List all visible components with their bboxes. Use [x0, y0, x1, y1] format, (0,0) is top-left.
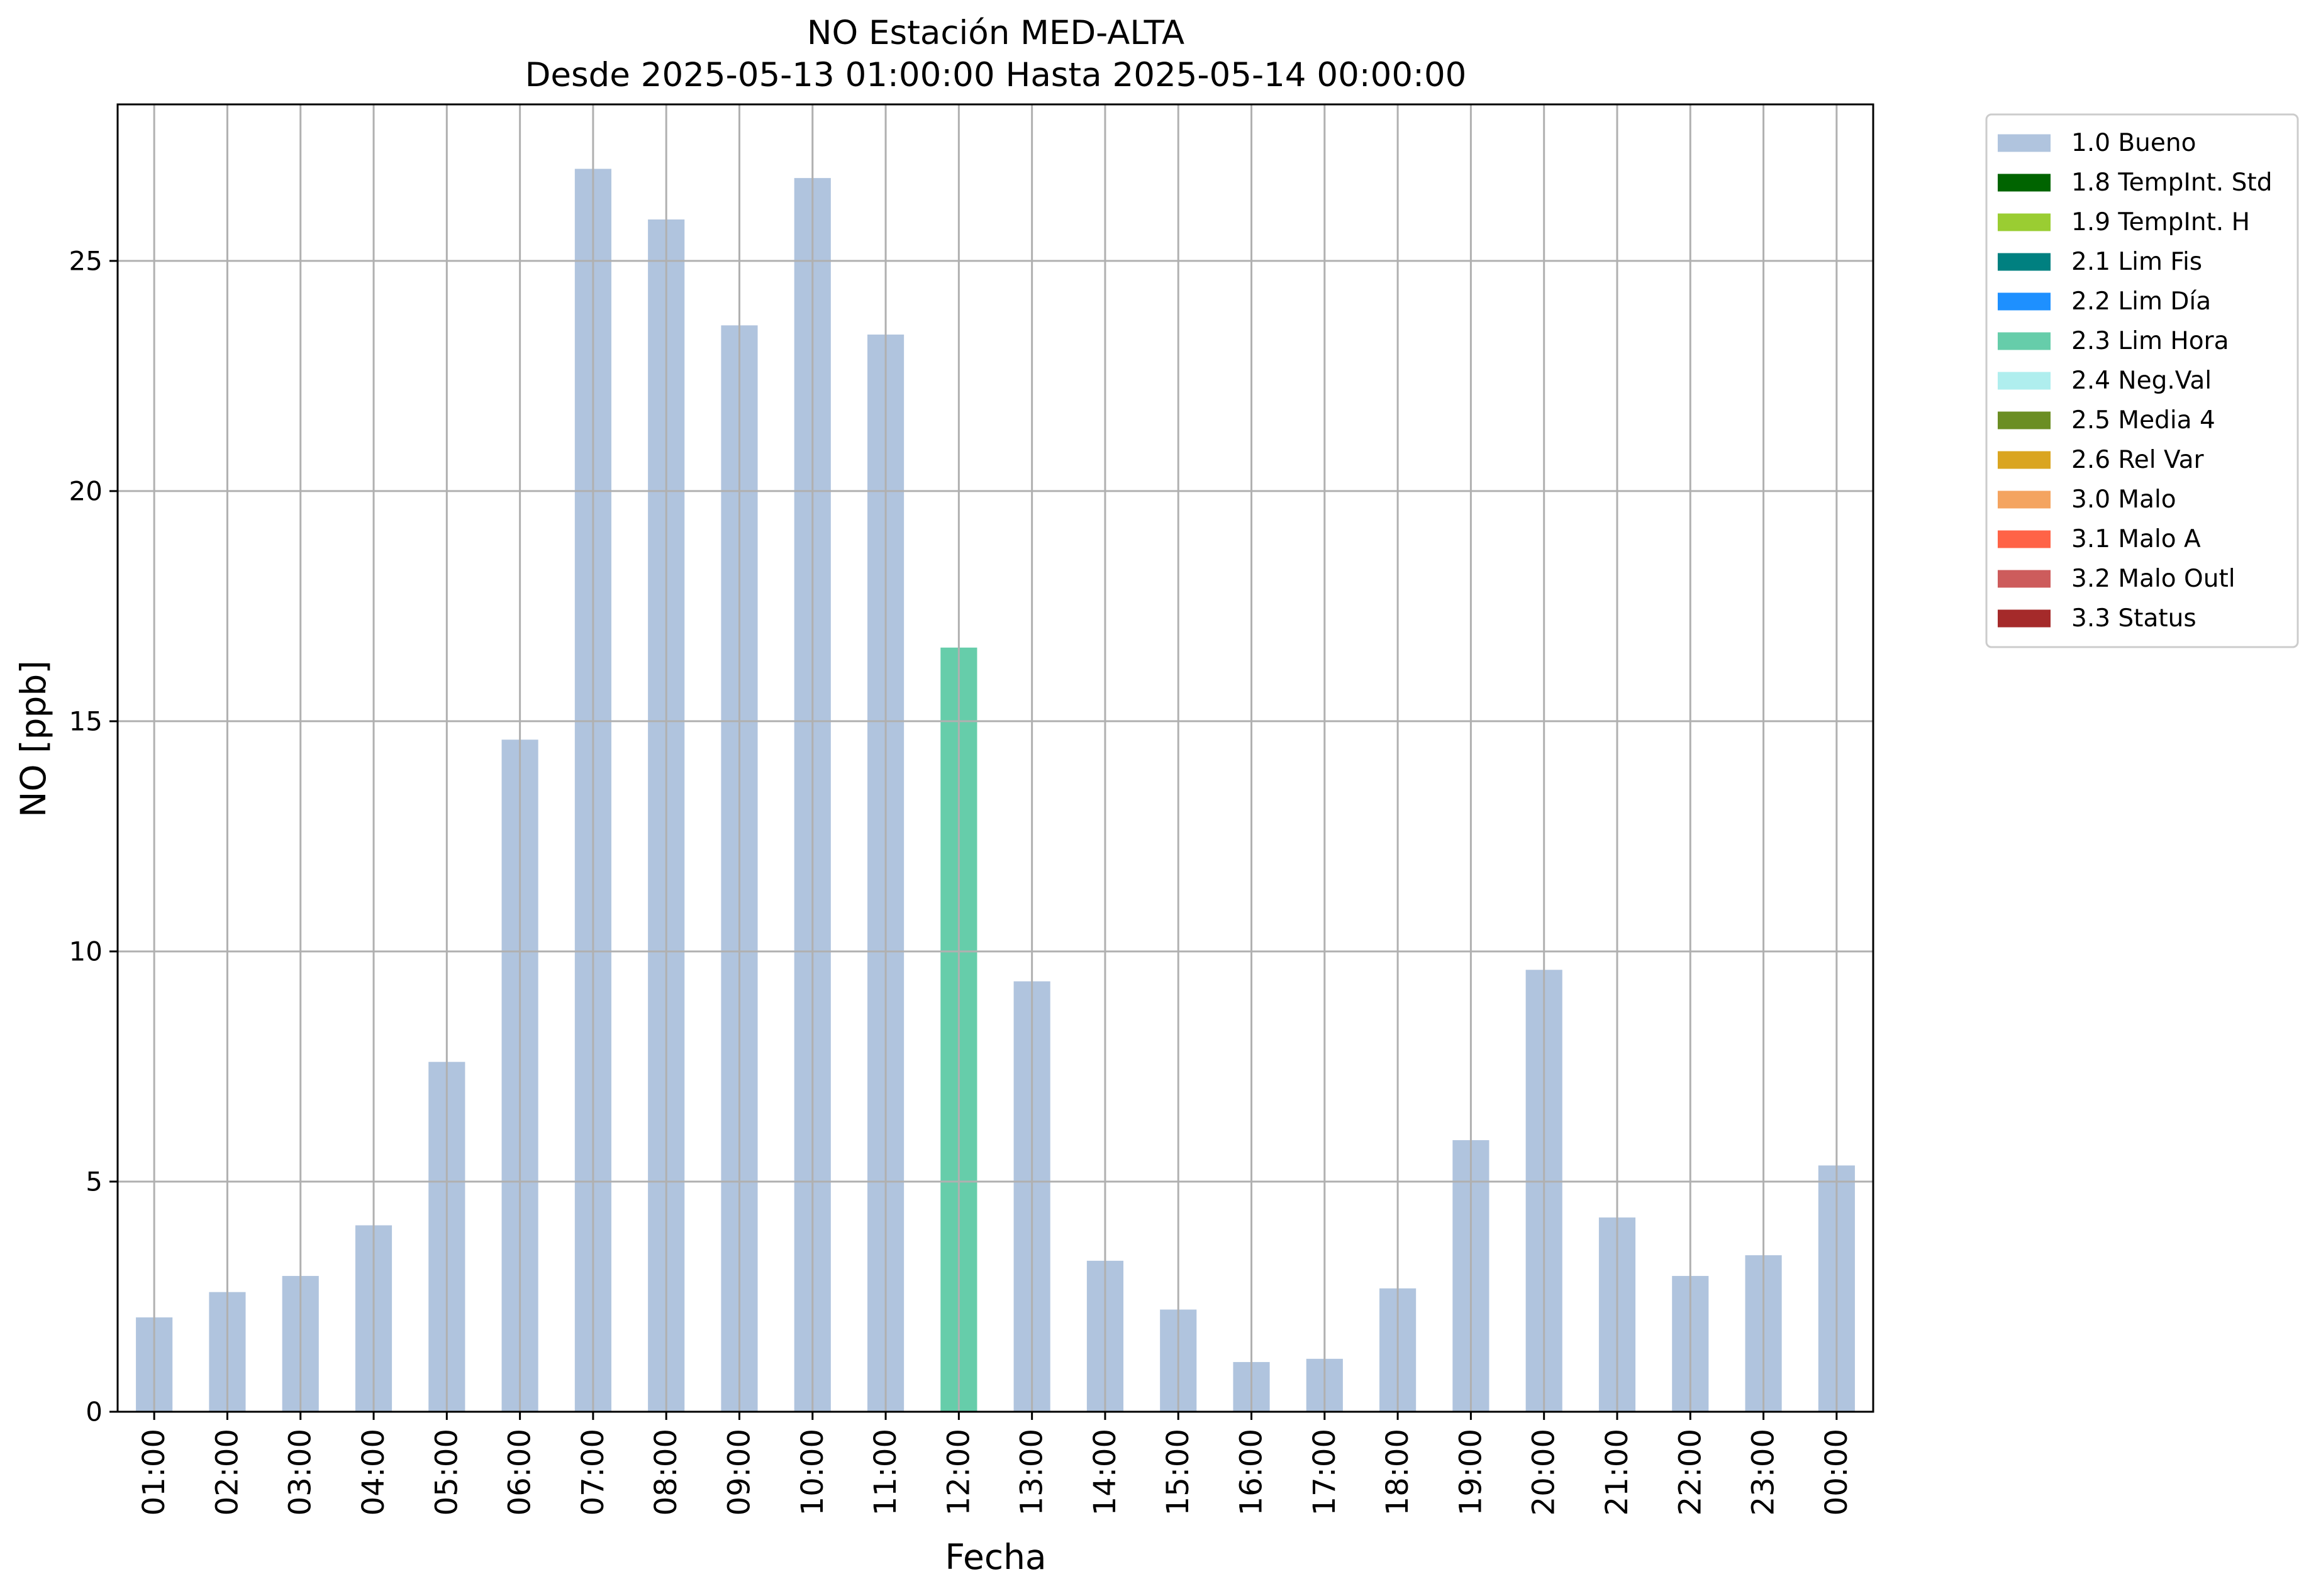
legend-label: 1.0 Bueno — [2071, 129, 2196, 157]
x-tick-label: 03:00 — [283, 1429, 318, 1516]
legend-swatch — [1998, 530, 2051, 548]
x-tick-label: 04:00 — [356, 1429, 391, 1516]
y-tick-label: 5 — [86, 1166, 103, 1197]
legend-label: 2.4 Neg.Val — [2071, 367, 2212, 395]
x-tick-label: 12:00 — [941, 1429, 976, 1516]
x-tick-label: 02:00 — [209, 1429, 245, 1516]
legend-label: 2.3 Lim Hora — [2071, 327, 2229, 355]
legend-swatch — [1998, 372, 2051, 390]
legend-swatch — [1998, 451, 2051, 469]
x-tick-label: 16:00 — [1234, 1429, 1269, 1516]
x-tick-label: 00:00 — [1819, 1429, 1854, 1516]
x-tick-label: 23:00 — [1746, 1429, 1781, 1516]
x-tick-label: 05:00 — [429, 1429, 464, 1516]
x-tick-label: 17:00 — [1307, 1429, 1342, 1516]
y-tick-label: 25 — [69, 245, 103, 276]
y-tick-label: 10 — [69, 936, 103, 967]
legend-label: 3.2 Malo Outl — [2071, 565, 2235, 593]
legend-box — [1985, 113, 2299, 648]
x-tick-label: 14:00 — [1088, 1429, 1123, 1516]
chart-subtitle: Desde 2025-05-13 01:00:00 Hasta 2025-05-… — [525, 56, 1467, 94]
x-tick-label: 11:00 — [868, 1429, 903, 1516]
legend-swatch — [1998, 609, 2051, 628]
x-tick-label: 15:00 — [1161, 1429, 1196, 1516]
x-tick-label: 09:00 — [721, 1429, 757, 1516]
x-tick-label: 07:00 — [576, 1429, 611, 1516]
legend-label: 2.1 Lim Fis — [2071, 248, 2202, 276]
x-tick-label: 18:00 — [1380, 1429, 1415, 1516]
legend-label: 2.2 Lim Día — [2071, 287, 2211, 316]
legend-swatch — [1998, 490, 2051, 509]
chart-title: NO Estación MED-ALTA — [807, 14, 1184, 52]
y-tick-label: 0 — [86, 1397, 103, 1427]
legend-swatch — [1998, 253, 2051, 271]
y-tick-label: 15 — [69, 706, 103, 736]
legend-label: 2.5 Media 4 — [2071, 406, 2215, 435]
legend-swatch — [1998, 332, 2051, 350]
x-tick-label: 20:00 — [1527, 1429, 1562, 1516]
legend-swatch — [1998, 411, 2051, 429]
legend-swatch — [1998, 292, 2051, 311]
legend-label: 1.8 TempInt. Std — [2071, 169, 2272, 197]
legend-label: 2.6 Rel Var — [2071, 446, 2205, 474]
axis-ticks: 01:00 02:00 03:00 04:00 05:00 06:00 07:00 08:00… — [69, 245, 1854, 1516]
x-axis-label: Fecha — [945, 1537, 1046, 1577]
x-tick-label: 13:00 — [1015, 1429, 1050, 1516]
y-tick-label: 20 — [69, 475, 103, 506]
plot-frame — [116, 103, 1874, 1413]
legend-label: 1.9 TempInt. H — [2071, 208, 2250, 236]
legend-label: 3.0 Malo — [2071, 485, 2176, 514]
y-axis-label: NO [ppb] — [13, 660, 53, 817]
legend-swatch — [1998, 213, 2051, 231]
x-tick-label: 22:00 — [1673, 1429, 1708, 1516]
legend-swatch — [1998, 174, 2051, 192]
legend-label: 3.1 Malo A — [2071, 525, 2201, 553]
legend-swatch — [1998, 134, 2051, 152]
x-tick-label: 01:00 — [136, 1429, 172, 1516]
legend-swatch — [1998, 570, 2051, 588]
grid-lines — [118, 104, 1873, 1413]
legend: 1.0 Bueno 1.8 TempInt. Std 1.9 TempInt. H 2… — [1985, 113, 2299, 648]
x-tick-label: 21:00 — [1600, 1429, 1635, 1516]
bars — [136, 169, 1855, 1412]
x-tick-label: 10:00 — [795, 1429, 830, 1516]
x-tick-label: 19:00 — [1453, 1429, 1488, 1516]
x-tick-label: 08:00 — [649, 1429, 684, 1516]
legend-label: 3.3 Status — [2071, 604, 2196, 633]
x-tick-label: 06:00 — [503, 1429, 538, 1516]
